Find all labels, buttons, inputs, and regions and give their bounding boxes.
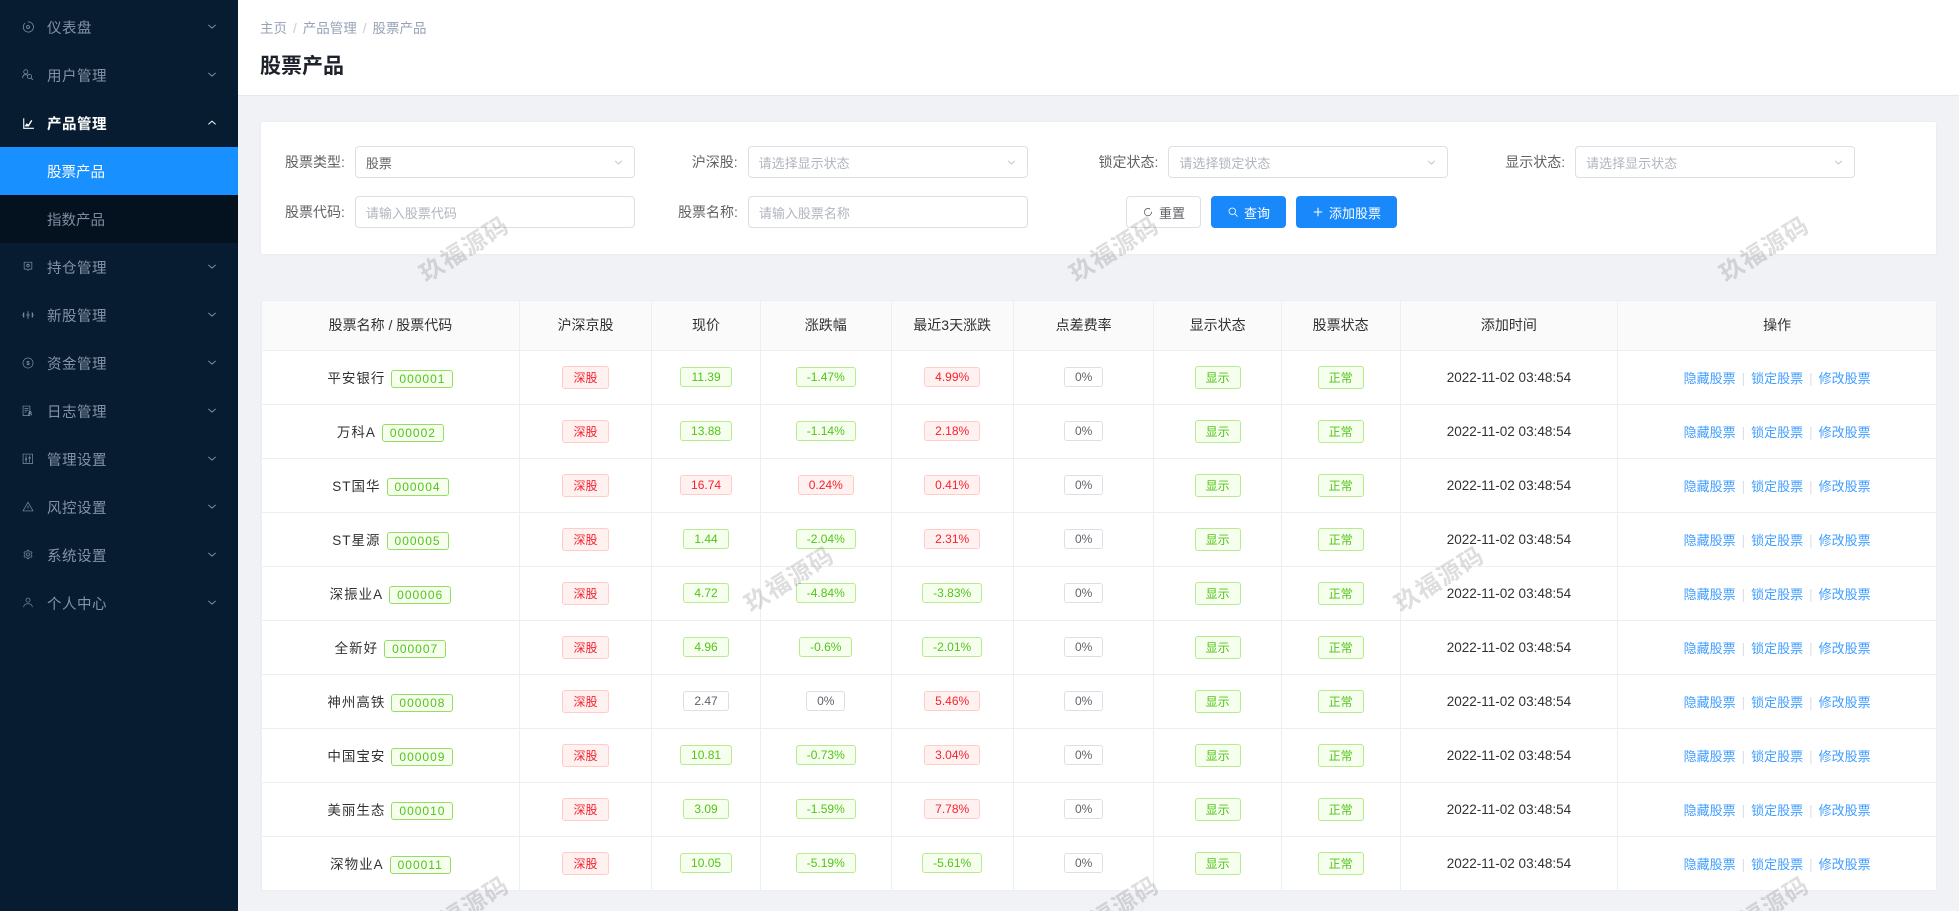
svg-text:$: $ (26, 361, 30, 367)
